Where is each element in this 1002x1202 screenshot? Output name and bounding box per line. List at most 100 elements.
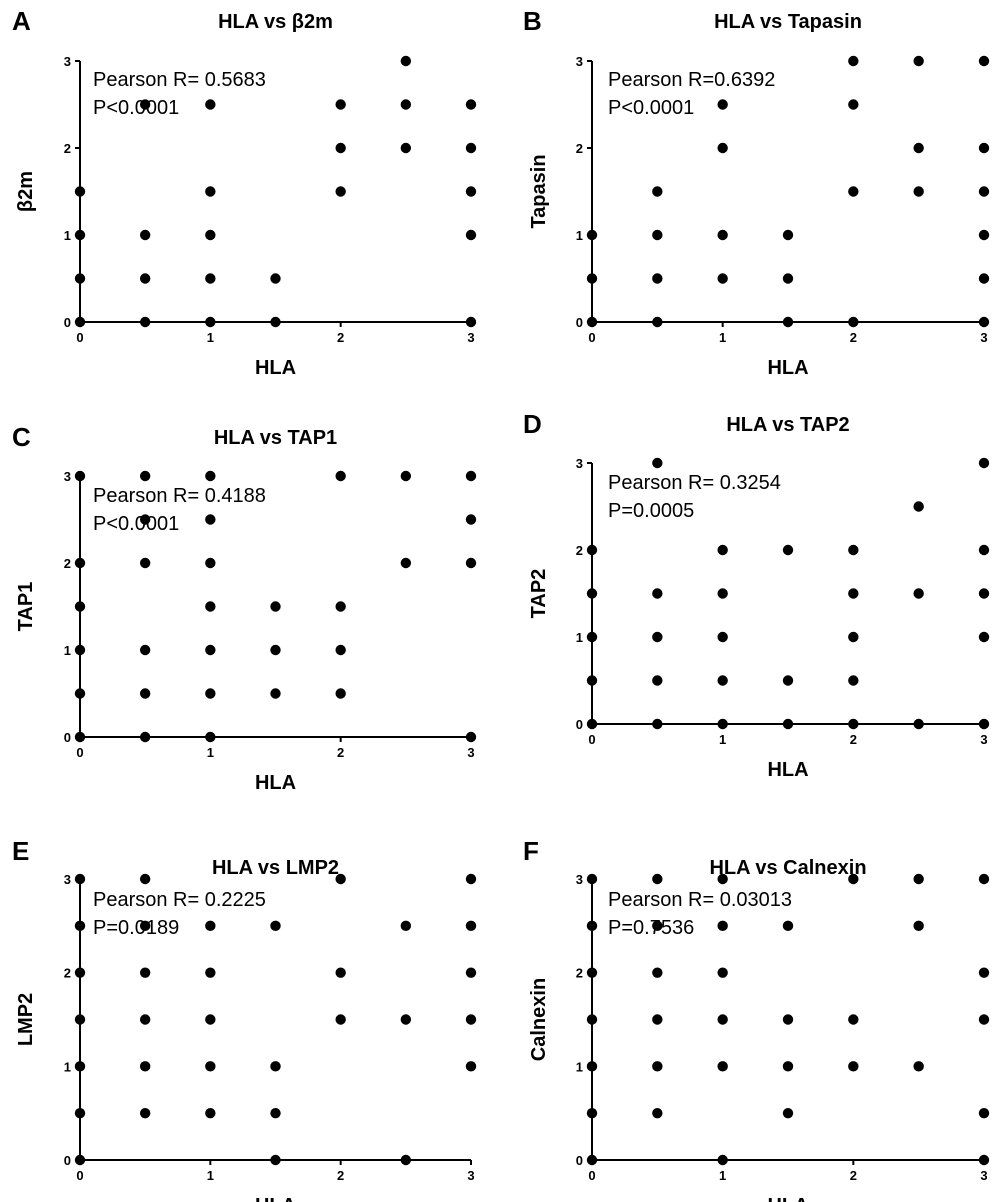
x-tick-label: 3 [467, 1168, 474, 1183]
data-point [205, 99, 216, 110]
pearson-r-annotation: Pearson R= 0.03013 [608, 889, 792, 911]
y-tick-label: 2 [64, 141, 71, 156]
data-point [717, 544, 728, 556]
data-point [205, 644, 216, 656]
data-point [205, 514, 216, 525]
data-point [465, 920, 477, 932]
chart-title: HLA vs TAP1 [214, 427, 337, 449]
data-point [913, 55, 924, 67]
data-point [717, 920, 728, 932]
data-point [978, 1154, 990, 1166]
data-point [913, 588, 924, 599]
data-point [978, 55, 990, 67]
data-point [74, 1014, 86, 1025]
data-point [270, 688, 281, 699]
data-point [586, 675, 598, 686]
data-point [335, 688, 346, 699]
data-point [978, 873, 990, 885]
data-point [205, 470, 216, 482]
data-point [717, 273, 728, 284]
data-point [717, 99, 728, 110]
data-point [465, 229, 477, 241]
data-point [74, 688, 86, 699]
y-tick-label: 0 [576, 717, 583, 732]
pearson-r-annotation: Pearson R=0.6392 [608, 69, 775, 91]
data-point [74, 601, 86, 612]
y-tick-label: 3 [576, 54, 583, 69]
panel-letter: E [12, 836, 29, 866]
data-point [335, 873, 346, 885]
data-point [586, 273, 598, 284]
data-point [205, 1107, 216, 1119]
data-point [586, 544, 598, 556]
y-axis-label: Calnexin [528, 978, 550, 1061]
x-tick-label: 1 [719, 1168, 726, 1183]
data-point [139, 557, 151, 569]
y-tick-label: 3 [64, 54, 71, 69]
data-point [74, 273, 86, 284]
chart-title: HLA vs TAP2 [726, 414, 849, 436]
data-point [717, 142, 728, 154]
data-point [848, 873, 859, 885]
chart-title: HLA vs Calnexin [709, 857, 866, 879]
x-tick-label: 2 [850, 330, 857, 345]
panel-letter: F [523, 836, 539, 866]
pearson-r-annotation: Pearson R= 0.4188 [93, 485, 266, 507]
data-point [717, 229, 728, 241]
y-tick-label: 1 [576, 228, 583, 243]
data-point [139, 644, 151, 656]
y-tick-label: 2 [576, 543, 583, 558]
data-point [74, 1061, 86, 1072]
x-tick-label: 0 [588, 732, 595, 747]
data-point [139, 967, 151, 978]
data-point [586, 316, 598, 328]
data-point [465, 1061, 477, 1072]
data-point [586, 873, 598, 885]
x-tick-label: 0 [76, 1168, 83, 1183]
data-point [913, 1061, 924, 1072]
data-point [717, 675, 728, 686]
panel-b: B HLA vs Tapasin 0 1 2 3 0 1 2 3 HLA Tapasin Pearson… [523, 6, 990, 379]
panel-c: C HLA vs TAP1 0 1 2 3 0 1 2 3 HLA TAP1 Pearson R= 0.… [12, 422, 477, 794]
data-point [74, 470, 86, 482]
data-point [465, 470, 477, 482]
panel-e: E HLA vs LMP2 0 1 2 3 0 1 2 3 HLA LMP2 Pearson R= 0.… [12, 836, 477, 1202]
data-point [782, 1014, 794, 1025]
data-point [465, 1014, 477, 1025]
data-point [400, 470, 412, 482]
y-tick-label: 0 [576, 1153, 583, 1168]
chart-title: HLA vs β2m [218, 11, 333, 33]
y-tick-label: 3 [576, 872, 583, 887]
data-point [978, 229, 990, 241]
data-point [717, 1014, 728, 1025]
y-tick-label: 3 [64, 469, 71, 484]
x-tick-label: 1 [719, 732, 726, 747]
panel-a: A HLA vs β2m 0 1 2 3 0 1 2 3 HLA β2m Pearson R= 0.56… [12, 6, 477, 379]
data-point [652, 1014, 663, 1025]
x-tick-label: 1 [207, 1168, 214, 1183]
data-point [465, 99, 477, 110]
data-point [400, 55, 412, 67]
x-tick-label: 3 [467, 330, 474, 345]
data-point [978, 457, 990, 469]
data-point [782, 675, 794, 686]
y-tick-label: 0 [64, 730, 71, 745]
data-point [782, 1107, 794, 1119]
data-point [717, 588, 728, 599]
data-point [74, 229, 86, 241]
data-point [717, 718, 728, 730]
data-point [848, 316, 859, 328]
y-tick-label: 2 [576, 141, 583, 156]
data-point [205, 1014, 216, 1025]
data-point [978, 1107, 990, 1119]
data-point [913, 186, 924, 197]
data-point [913, 920, 924, 932]
x-axis-label: HLA [767, 1195, 808, 1202]
data-point [652, 967, 663, 978]
y-axis-label: TAP2 [528, 569, 550, 619]
data-point [913, 501, 924, 512]
data-point [270, 1061, 281, 1072]
data-point [978, 967, 990, 978]
data-point [270, 316, 281, 328]
y-tick-label: 1 [64, 643, 71, 658]
